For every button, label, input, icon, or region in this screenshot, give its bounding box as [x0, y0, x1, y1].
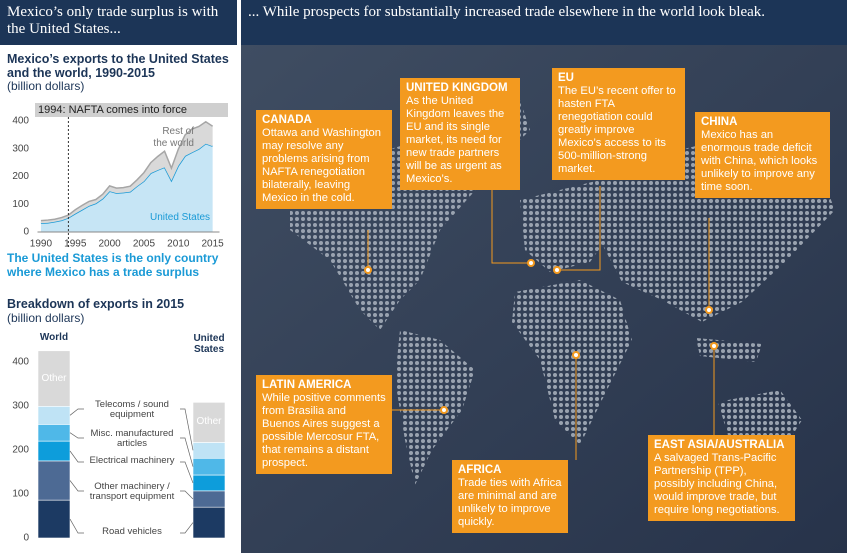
y-tick-label: 200	[12, 171, 29, 182]
bar-segment	[37, 440, 71, 462]
region-text: Ottawa and Washington may resolve any pr…	[262, 127, 381, 204]
bar-segment	[37, 350, 71, 407]
region-callout: AFRICA Trade ties with Africa are minimal…	[452, 460, 568, 533]
line	[40, 120, 214, 222]
x-tick-label: 2005	[133, 239, 156, 250]
left-header: Mexico’s only trade surplus is with the …	[0, 0, 237, 45]
x-tick-label: 2000	[98, 239, 121, 250]
y-tick-label: 0	[23, 533, 29, 544]
connector	[180, 408, 194, 451]
bar-segment	[37, 424, 71, 442]
x-tick-label: 2010	[167, 239, 190, 250]
segment-label: Electrical machinery	[89, 455, 175, 466]
bar-segment	[192, 474, 226, 492]
region-callout: UNITED KINGDOM As the United Kingdom leav…	[400, 78, 520, 190]
bar-segment	[192, 402, 226, 443]
segment-label: Misc. manufactured articles	[90, 428, 174, 449]
region-title: CANADA	[262, 114, 312, 126]
connector	[69, 432, 84, 439]
connector	[69, 450, 84, 463]
y-tick-label: 200	[12, 445, 29, 456]
region-callout: LATIN AMERICA While positive comments fro…	[256, 375, 392, 474]
bar-segment	[192, 457, 226, 476]
x-tick-label: 1990	[30, 239, 53, 250]
series-label: United States	[150, 212, 211, 223]
area	[40, 143, 213, 232]
chart-subtitle: (billion dollars)	[7, 311, 85, 325]
category-label: World	[39, 332, 69, 343]
region-callout: CANADA Ottawa and Washington may resolve …	[256, 110, 392, 209]
area	[40, 121, 213, 224]
region-title: LATIN AMERICA	[262, 379, 352, 391]
region-title: CHINA	[701, 116, 738, 128]
region-title: UNITED KINGDOM	[406, 82, 508, 94]
y-tick-label: 100	[12, 489, 29, 500]
x-tick-label: 1995	[64, 239, 87, 250]
y-tick-label: 300	[12, 143, 29, 154]
connector	[180, 522, 194, 534]
bar-label: Other	[196, 416, 222, 428]
bar-segment	[37, 460, 71, 501]
region-text: Mexico has an enormous trade deficit wit…	[701, 129, 818, 193]
region-text: Trade ties with Africa are minimal and a…	[458, 477, 562, 528]
bar-label: Other	[41, 372, 67, 384]
annotation: 1994: NAFTA comes into force	[38, 104, 187, 116]
region-text: A salvaged Trans-Pacific Partnership (TP…	[654, 452, 780, 516]
y-tick-label: 400	[12, 356, 29, 367]
segment-label: Road vehicles	[102, 526, 162, 537]
category-label: United States	[193, 333, 225, 355]
bar-segment	[37, 405, 71, 425]
segment-label: Other machinery / transport equipment	[89, 481, 175, 502]
region-callout: EAST ASIA/AUSTRALIA A salvaged Trans-Paci…	[648, 435, 795, 521]
region-callout: EU The EU’s recent offer to hasten FTA re…	[552, 68, 685, 180]
connector	[180, 461, 194, 484]
location-dots	[364, 259, 718, 414]
annotation-band	[35, 103, 228, 117]
y-tick-label: 100	[12, 199, 29, 210]
right-header: ... While prospects for substantially in…	[241, 0, 847, 45]
bar-segment	[37, 499, 71, 539]
region-text: The EU’s recent offer to hasten FTA rene…	[558, 85, 676, 175]
y-tick-label: 300	[12, 400, 29, 411]
callout-lines	[367, 186, 715, 460]
y-tick-label: 0	[23, 227, 29, 238]
connector	[180, 490, 194, 500]
series-label: Rest of the world	[153, 126, 194, 149]
x-tick-label: 2015	[202, 239, 225, 250]
chart-note: The United States is the only country wh…	[7, 251, 219, 279]
region-title: EU	[558, 72, 574, 84]
bar-segment	[192, 442, 226, 459]
region-title: EAST ASIA/AUSTRALIA	[654, 439, 785, 451]
chart-title: Breakdown of exports in 2015	[7, 297, 185, 311]
segment-label: Telecoms / sound equipment	[95, 399, 169, 420]
connector	[69, 408, 84, 416]
bar-segment	[192, 490, 226, 508]
region-text: While positive comments from Brasilia an…	[262, 392, 386, 469]
region-callout: CHINA Mexico has an enormous trade defici…	[695, 112, 830, 198]
region-title: AFRICA	[458, 464, 502, 476]
connector	[69, 480, 84, 492]
connector	[69, 518, 84, 534]
bar-segment	[192, 506, 226, 539]
chart-title: Mexico’s exports to the United States an…	[7, 52, 229, 81]
y-tick-label: 400	[12, 116, 29, 127]
region-text: As the United Kingdom leaves the EU and …	[406, 95, 505, 185]
chart-subtitle: (billion dollars)	[7, 79, 85, 93]
connector	[180, 437, 194, 467]
